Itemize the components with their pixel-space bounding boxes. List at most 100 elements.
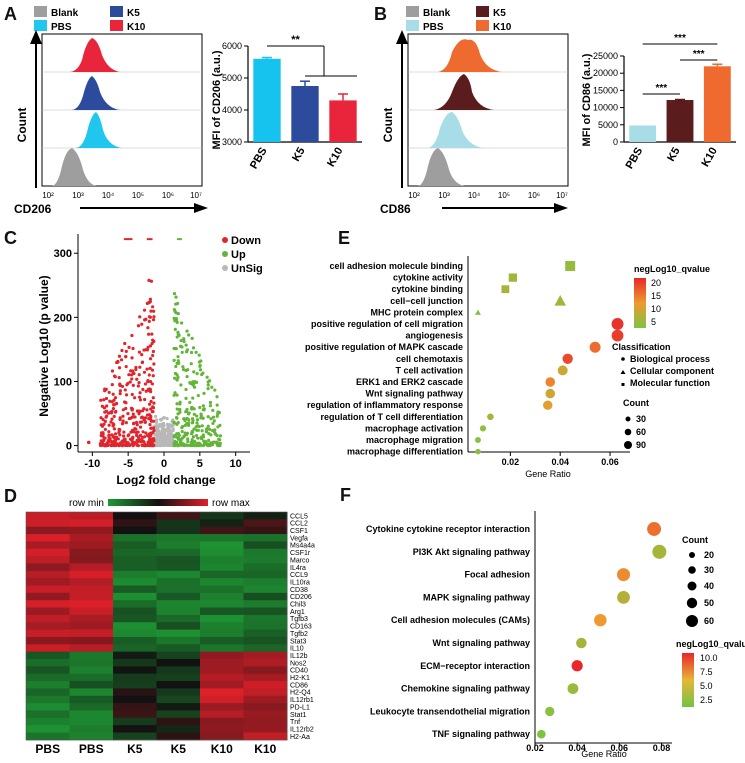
x-tick: 10⁶ [528,191,540,200]
heatmap-gene-label: H2-Q4 [290,690,311,697]
volcano-point-down [105,404,109,408]
heatmap-cell [26,673,70,682]
volcano-point-down [103,427,107,432]
volcano-point-up [218,438,222,442]
volcano-point-down [147,443,151,448]
heatmap-cell [156,570,201,579]
volcano-point-unsig [158,417,163,422]
panel-b-label: B [374,4,387,24]
volcano-point-down [110,443,114,448]
volcano-point-up [175,402,179,406]
go-term-label: positive regulation of MAPK cascade [305,342,463,352]
volcano-point-up [200,429,204,433]
volcano-point-down [127,373,131,377]
scale-max-label: row max [212,498,250,509]
x-tick: 0.06 [611,743,629,753]
volcano-point-unsig [159,442,164,447]
heatmap-cell [69,541,114,550]
volcano-point-up [199,412,203,416]
volcano-point-up [186,439,190,444]
volcano-point-down [132,430,136,434]
heatmap-cell [200,717,244,726]
volcano-point-up [215,403,219,407]
volcano-point-down [152,401,156,405]
heatmap-cell [243,512,288,520]
heatmap-cell [69,592,114,601]
volcano-point-down [140,435,145,439]
heatmap-gene-label: CD40 [290,668,308,675]
volcano-point-down [118,416,122,420]
volcano-point-up [189,350,194,355]
heatmap-frame [25,511,288,741]
kegg-point [571,660,583,672]
volcano-point-unsig [154,420,159,425]
volcano-point-down [148,387,152,391]
volcano-point-down [144,317,148,321]
volcano-points [86,238,223,448]
volcano-point-down [141,409,145,413]
heatmap-cell [200,563,244,572]
volcano-point-up [179,383,183,387]
bar-chart-cd86: 0 5000 10000 15000 20000 25000 PBS K5 K10 *** *** *… [593,33,736,171]
volcano-point-down [127,416,131,421]
volcano-point-down [114,437,118,441]
heatmap-cell [156,673,201,682]
heatmap-cell [113,534,157,542]
count-legend-title: Count [682,535,708,545]
volcano-point-up [207,431,211,436]
heatmap-cell [69,534,114,542]
x-tick: 10⁷ [556,191,568,200]
volcano-point-up [210,443,215,447]
heatmap-cell [156,732,201,741]
heatmap-cell [156,681,201,689]
volcano-point-up [206,415,210,419]
volcano-point-up [192,427,196,431]
volcano-point-up [178,402,182,406]
bar-k5 [291,86,319,142]
heatmap-cell [243,622,288,631]
legend-dot-down [222,237,228,243]
volcano-point-up [215,414,219,418]
kegg-terms: Cytokine cytokine receptor interaction PI… [366,524,530,739]
legend-label-pbs: PBS [423,22,444,33]
heatmap-cell [243,578,288,586]
volcano-point-unsig [166,443,170,447]
volcano-point-down [110,369,115,373]
volcano-point-down [107,423,111,427]
heatmap-cell [200,622,244,631]
volcano-point-unsig [167,427,171,431]
heatmap-gene-label: CCL5 [290,513,308,520]
panel-b-figure: Blank PBS K5 K10 Count 10² 10³ 10⁴ 10⁵ 1… [380,6,736,216]
heatmap-cell [69,563,114,572]
heatmap-cell [26,541,70,550]
volcano-point-up [180,436,184,440]
bar-y-tick: 5000 [222,73,242,83]
heatmap-cell [26,732,70,741]
heatmap-cell [243,717,288,726]
color-legend-tick: 7.5 [700,667,713,677]
heatmap-cell [113,570,157,579]
heatmap-cell [243,681,288,689]
volcano-point-up [178,407,182,412]
volcano-point-up [191,443,195,447]
heatmap-gene-label: Chil3 [290,602,306,609]
volcano-point-down [127,433,131,437]
kegg-point [594,613,607,627]
sig-label: *** [655,83,667,94]
volcano-point-up [200,424,204,428]
volcano-point-up [195,421,199,425]
volcano-point-up [196,393,200,398]
volcano-point-up [188,381,193,385]
volcano-point-down [152,419,156,423]
volcano-point-down [111,424,115,428]
heatmap-gene-label: IL12rb1 [290,697,314,704]
volcano-point-up [185,375,189,379]
volcano-point-up [176,312,180,316]
volcano-point-up [181,365,185,369]
volcano-point-down [105,414,109,418]
heatmap-gene-label: CD38 [290,587,308,594]
panel-a-legend: Blank PBS K5 K10 [34,6,146,33]
volcano-point-down [113,432,118,436]
go-point-square [565,261,576,271]
